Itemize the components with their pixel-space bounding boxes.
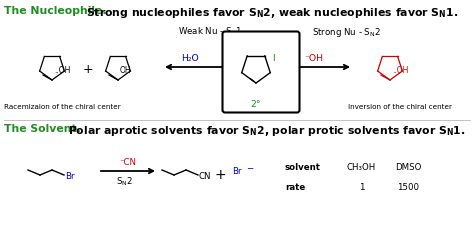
Text: Br: Br [65, 172, 74, 181]
Text: −: − [246, 163, 253, 172]
Text: ..OH: ..OH [54, 66, 70, 75]
Text: $\mathregular{S_N}$2: $\mathregular{S_N}$2 [116, 175, 132, 187]
Text: H₂O: H₂O [181, 54, 199, 63]
Text: DMSO: DMSO [395, 163, 421, 172]
Text: 1500: 1500 [397, 183, 419, 192]
Text: ..OH: ..OH [392, 66, 409, 75]
FancyBboxPatch shape [222, 31, 300, 112]
Text: The Solvent.: The Solvent. [4, 124, 81, 134]
Text: CN: CN [199, 172, 211, 181]
Text: Strong nucleophiles favor $\mathregular{S_N}$2, weak nucleophiles favor $\mathre: Strong nucleophiles favor $\mathregular{… [86, 6, 458, 20]
Text: Polar aprotic solvents favor $\mathregular{S_N}$2, polar protic solvents favor $: Polar aprotic solvents favor $\mathregul… [68, 124, 465, 138]
Text: CH₃OH: CH₃OH [347, 163, 376, 172]
Text: Br: Br [232, 167, 241, 176]
Text: +: + [214, 168, 226, 182]
Text: I: I [272, 54, 274, 63]
Text: Inversion of the chiral center: Inversion of the chiral center [348, 104, 452, 110]
Text: solvent: solvent [285, 163, 321, 172]
Text: rate: rate [285, 183, 305, 192]
Text: Weak Nu - $\mathregular{S_N}$1: Weak Nu - $\mathregular{S_N}$1 [178, 26, 242, 39]
Text: ⁻OH: ⁻OH [304, 54, 323, 63]
Text: Racemizaion of the chiral center: Racemizaion of the chiral center [4, 104, 121, 110]
Text: +: + [82, 63, 93, 76]
Text: 2°: 2° [251, 100, 261, 109]
Text: ⁻CN: ⁻CN [119, 158, 137, 167]
Text: Strong Nu - $\mathregular{S_N}$2: Strong Nu - $\mathregular{S_N}$2 [312, 26, 381, 39]
Text: OH: OH [120, 66, 132, 75]
Text: The Nucleophile.: The Nucleophile. [4, 6, 107, 16]
Text: 1: 1 [359, 183, 365, 192]
